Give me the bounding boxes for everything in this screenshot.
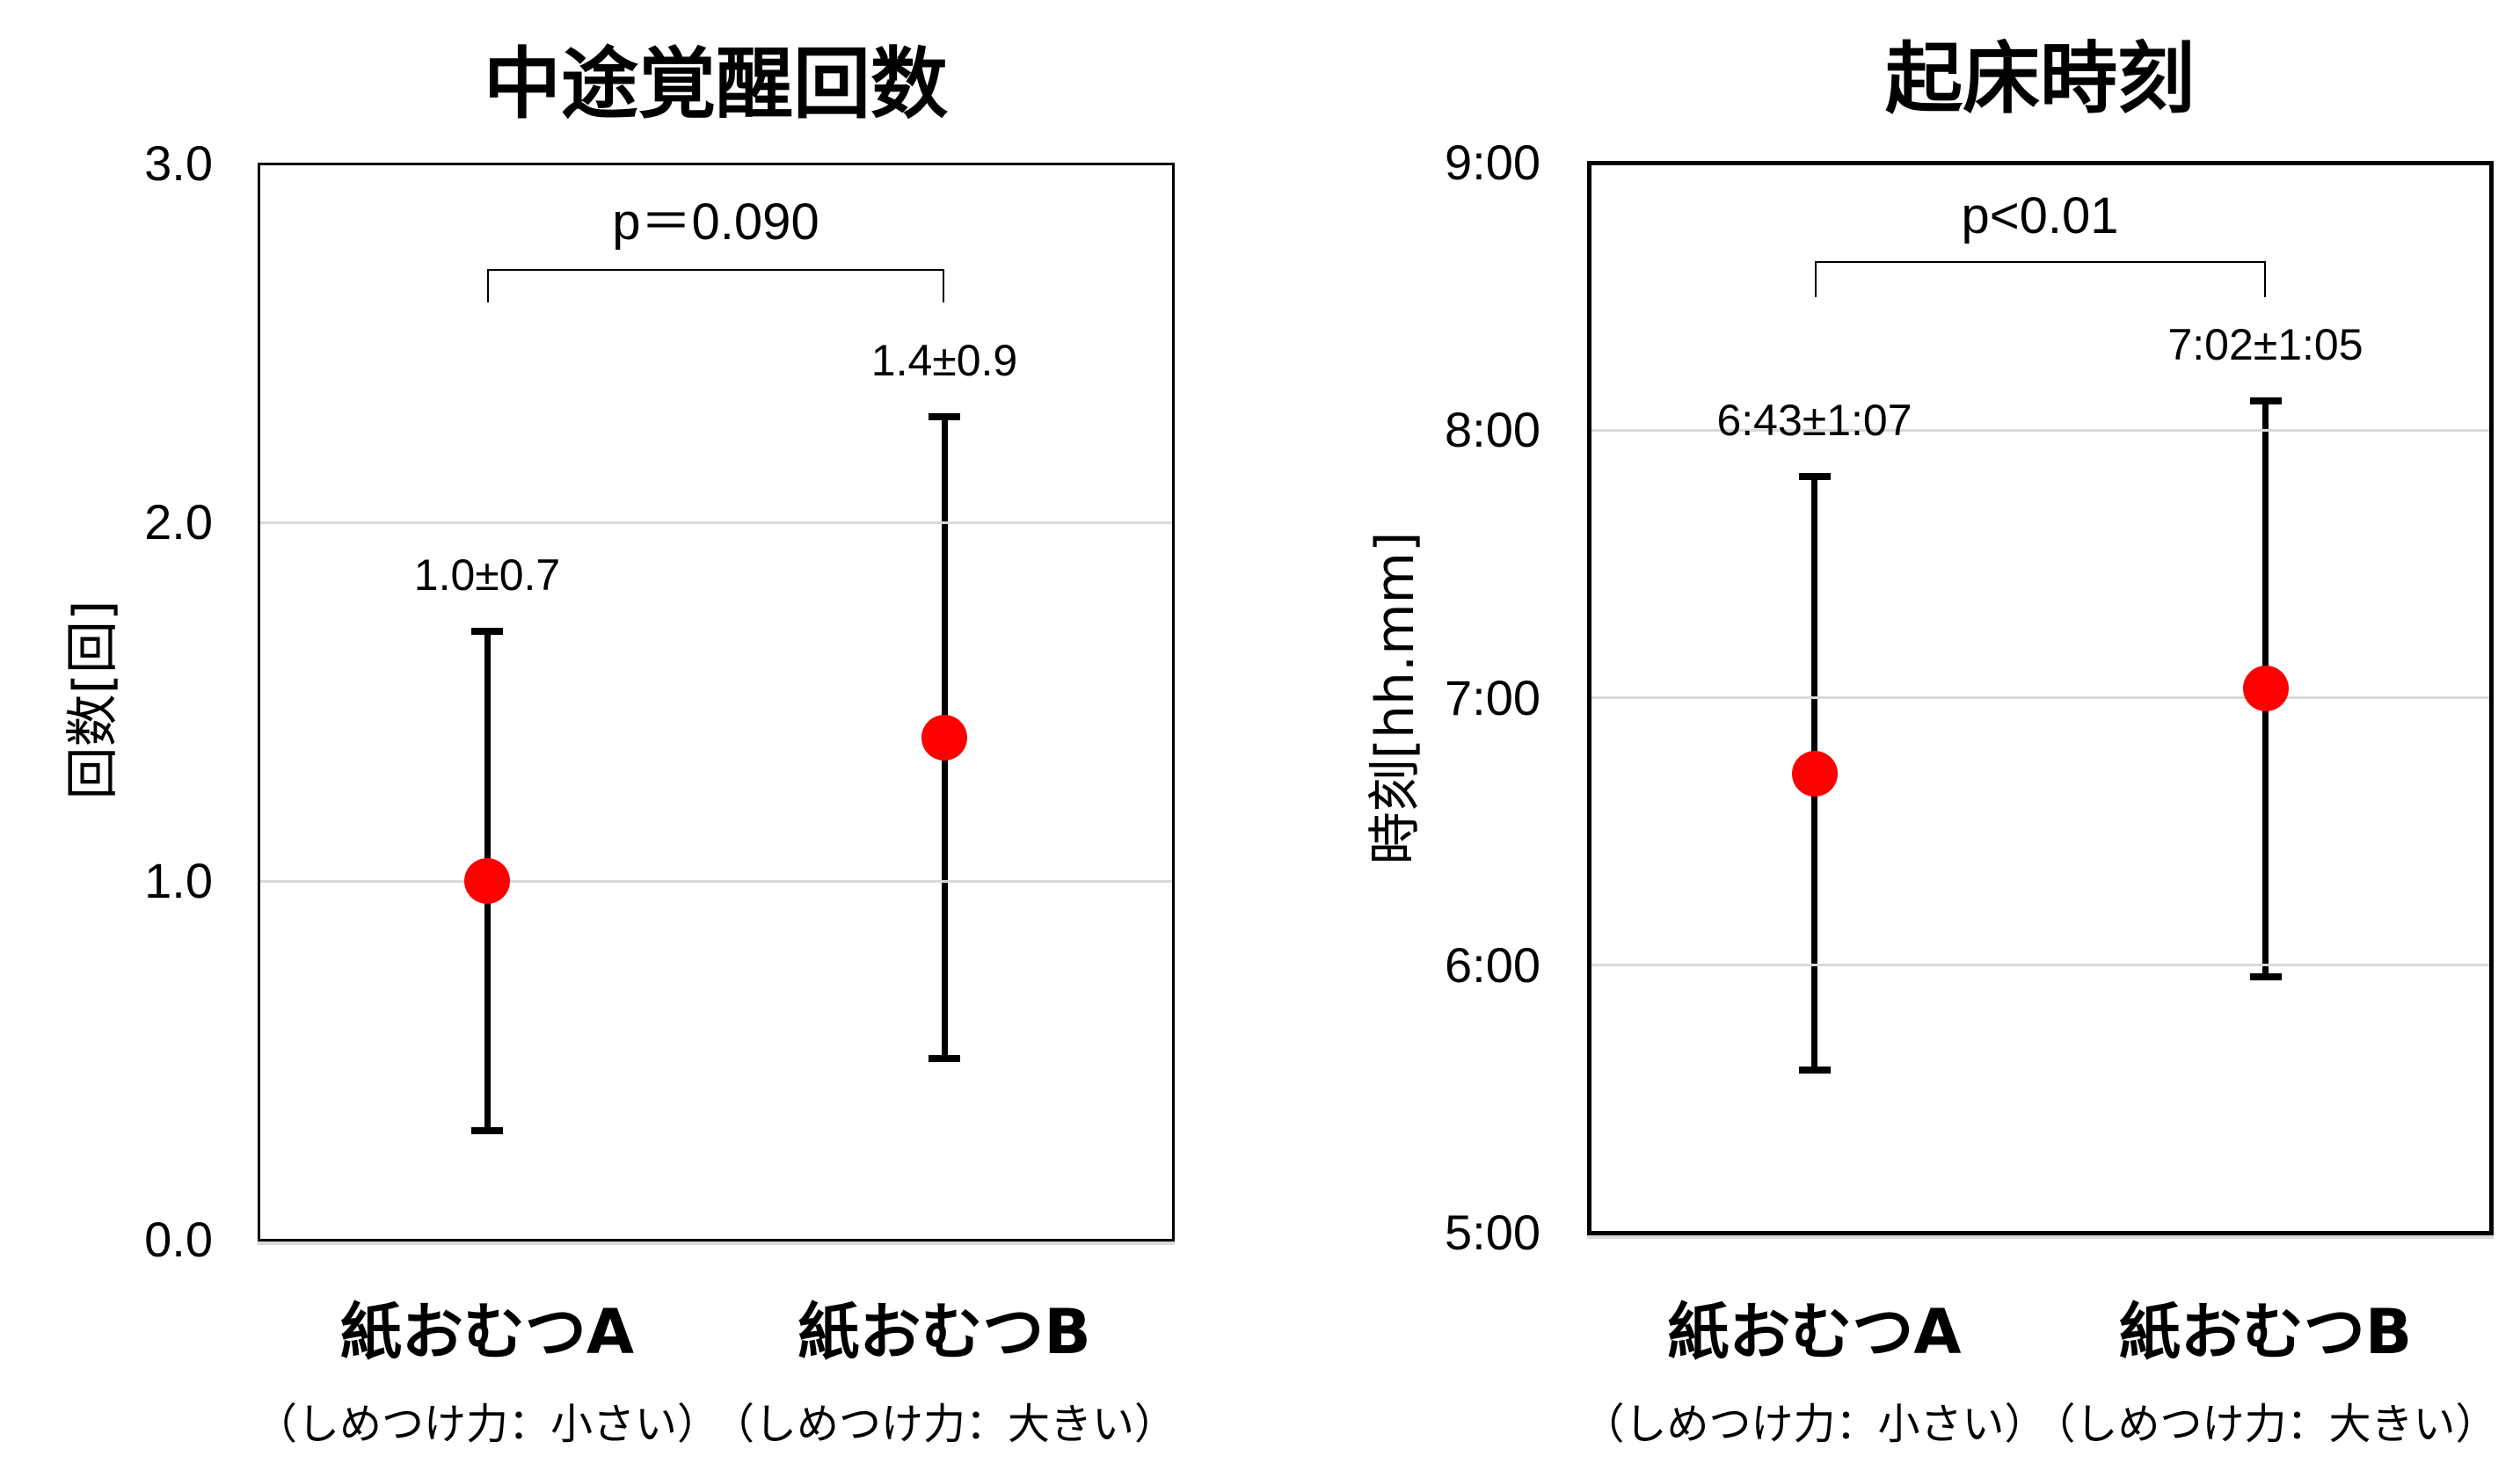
gridline bbox=[259, 879, 1173, 883]
x-category-b: 紙おむつB （しめつけ力：大きい） bbox=[2033, 1297, 2497, 1451]
y-tick-label: 5:00 bbox=[1445, 1205, 1540, 1260]
y-tick-label: 9:00 bbox=[1445, 135, 1540, 190]
data-point-a: 6:43±1:07 bbox=[1589, 163, 2491, 1233]
gridline bbox=[259, 521, 1173, 524]
y-tick-label: 1.0 bbox=[144, 853, 213, 908]
plot-area: 5:00 6:00 7:00 8:00 9:00 6:43±1:07 7:02±… bbox=[1445, 138, 2494, 1257]
error-bar-cap-upper bbox=[929, 412, 960, 420]
data-label: 7:02±1:05 bbox=[2167, 319, 2363, 369]
data-label: 1.0±0.7 bbox=[413, 550, 561, 601]
x-category-sublabel: （しめつけ力：小さい） bbox=[1582, 1400, 2047, 1449]
error-bar-cap-upper bbox=[471, 628, 503, 636]
error-bar-cap-upper bbox=[1798, 472, 1831, 480]
data-label: 6:43±1:07 bbox=[1716, 395, 1912, 445]
mean-marker bbox=[921, 714, 967, 761]
y-axis-label: 時刻[hh.mm] bbox=[1365, 531, 1426, 865]
data-point-b: 1.4±0.9 bbox=[259, 164, 1173, 1240]
x-category-a: 紙おむつA （しめつけ力：小さい） bbox=[1582, 1297, 2046, 1451]
data-point-a: 1.0±0.7 bbox=[259, 164, 1173, 1240]
error-bar-cap-lower bbox=[1798, 1067, 1831, 1074]
mean-marker bbox=[2242, 666, 2289, 712]
x-category-label: 紙おむつB bbox=[2118, 1296, 2413, 1368]
x-category-label: 紙おむつA bbox=[339, 1296, 635, 1368]
p-value-label: p＝0.090 bbox=[612, 193, 819, 251]
y-tick-label: 8:00 bbox=[1445, 402, 1540, 458]
y-tick-label: 6:00 bbox=[1445, 936, 1540, 993]
significance-bracket bbox=[487, 269, 944, 302]
error-bar-cap-lower bbox=[2249, 972, 2282, 980]
significance-bracket bbox=[1814, 261, 2266, 297]
x-category-label: 紙おむつA bbox=[1667, 1296, 1962, 1368]
x-category-b: 紙おむつB （しめつけ力：大きい） bbox=[712, 1297, 1176, 1451]
mean-marker bbox=[1791, 750, 1838, 797]
y-axis-label: 回数[回] bbox=[62, 600, 124, 800]
chart-night-awakenings: 中途覚醒回数 回数[回] 0.0 1.0 2.0 3.0 1.0±0.7 1.4… bbox=[62, 39, 1176, 1455]
chart-wake-up-time: 起床時刻 時刻[hh.mm] 5:00 6:00 7:00 8:00 9:00 … bbox=[1260, 0, 2520, 1478]
p-value-label: p<0.01 bbox=[1961, 187, 2119, 244]
gridline bbox=[1589, 428, 2491, 432]
x-axis-labels: 紙おむつA （しめつけ力：小さい） 紙おむつB （しめつけ力：大きい） bbox=[255, 1297, 1176, 1455]
x-category-sublabel: （しめつけ力：小さい） bbox=[254, 1400, 720, 1449]
y-tick-label: 2.0 bbox=[144, 494, 213, 550]
mean-marker bbox=[464, 858, 510, 904]
x-category-a: 紙おむつA （しめつけ力：小さい） bbox=[255, 1297, 719, 1451]
chart-title: 起床時刻 bbox=[1884, 33, 2195, 124]
error-bar-cap-upper bbox=[2249, 397, 2282, 404]
plot-area: 0.0 1.0 2.0 3.0 1.0±0.7 1.4±0.9 p＝0.090 bbox=[144, 139, 1175, 1264]
data-label: 1.4±0.9 bbox=[870, 335, 1018, 385]
gridline bbox=[1589, 964, 2491, 967]
y-tick-label: 3.0 bbox=[144, 135, 213, 191]
chart-title: 中途覚醒回数 bbox=[483, 39, 948, 129]
x-category-sublabel: （しめつけ力：大きい） bbox=[2033, 1400, 2498, 1449]
gridline bbox=[1589, 696, 2491, 699]
y-tick-label: 7:00 bbox=[1445, 669, 1540, 725]
error-bar-cap-lower bbox=[929, 1055, 960, 1062]
data-point-b: 7:02±1:05 bbox=[1589, 163, 2491, 1233]
y-tick-label: 0.0 bbox=[144, 1212, 213, 1267]
x-category-sublabel: （しめつけ力：大きい） bbox=[711, 1400, 1177, 1449]
x-axis-labels: 紙おむつA （しめつけ力：小さい） 紙おむつB （しめつけ力：大きい） bbox=[1582, 1297, 2497, 1455]
x-category-label: 紙おむつB bbox=[798, 1296, 1091, 1368]
error-bar-cap-lower bbox=[471, 1126, 503, 1134]
